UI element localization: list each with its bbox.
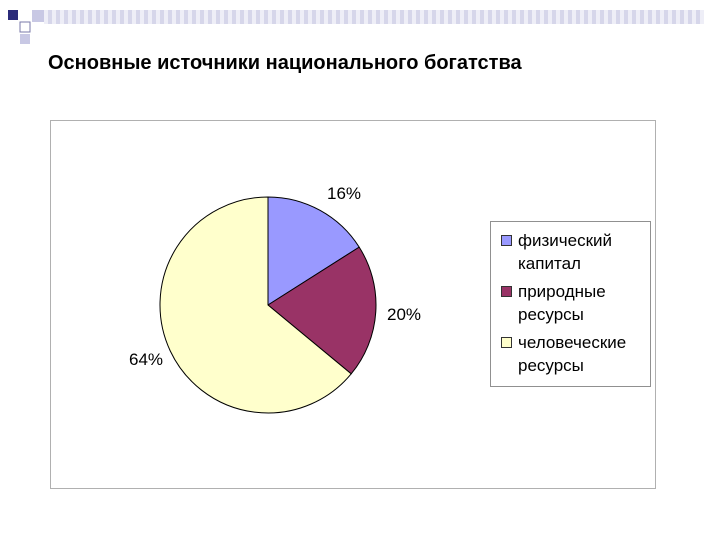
legend-swatch	[501, 235, 512, 246]
legend-item-natural-resources: природные ресурсы	[501, 280, 650, 326]
checkered-bar	[44, 10, 704, 24]
legend-item-human-resources: человеческие ресурсы	[501, 331, 650, 377]
corner-square-navy	[8, 10, 18, 20]
slide-title: Основные источники национального богатст…	[48, 52, 522, 74]
legend-swatch	[501, 337, 512, 348]
corner-decoration	[8, 10, 704, 44]
legend: физический капитал природные ресурсы чел…	[490, 221, 651, 387]
legend-label: человеческие ресурсы	[518, 333, 627, 375]
legend-item-physical-capital: физический капитал	[501, 229, 650, 275]
legend-label: природные ресурсы	[518, 282, 606, 324]
pie-slice-human-resources	[159, 196, 352, 414]
data-label: 20%	[387, 305, 421, 324]
data-label: 16%	[327, 184, 361, 203]
legend-label: физический капитал	[518, 231, 613, 273]
pie-slice-natural-resources	[267, 246, 377, 375]
corner-square-lavender-2	[20, 34, 30, 44]
corner-square-lavender	[32, 10, 44, 22]
legend-swatch	[501, 286, 512, 297]
data-label: 64%	[129, 350, 163, 369]
pie-slice-physical-capital	[267, 196, 360, 306]
corner-square-outline	[19, 21, 31, 33]
